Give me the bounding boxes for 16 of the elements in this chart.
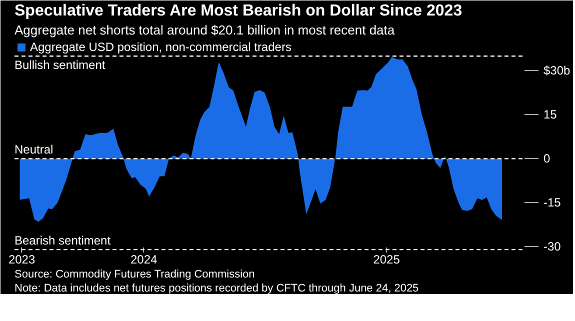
chart-title: Speculative Traders Are Most Bearish on Dollar Since 2023: [14, 2, 462, 20]
y-tick-label: $30b: [544, 64, 571, 78]
x-tick-label: 2023: [8, 252, 36, 266]
ref-line-label: Bullish sentiment: [14, 58, 106, 72]
y-tick-label: 15: [544, 108, 558, 122]
x-tick-label: 2025: [373, 252, 400, 266]
text: Note: Data includes net futures positions recorded by CFTC through June 24, 2025: [14, 282, 419, 294]
y-tick-label: 0: [544, 152, 550, 166]
y-tick-label: -15: [544, 196, 562, 210]
ref-line-label: Bearish sentiment: [14, 234, 112, 248]
ref-line-label: Neutral: [14, 142, 54, 157]
legend-label: Aggregate USD position, non-commercial traders: [30, 40, 292, 54]
source-note: Source: Commodity Futures Trading Commission: [14, 268, 255, 280]
y-tick-label: -30: [544, 240, 562, 254]
x-tick-label: 2024: [130, 252, 158, 266]
chart-subtitle: Aggregate net shorts total around $20.1 billion in most recent data: [14, 22, 396, 38]
